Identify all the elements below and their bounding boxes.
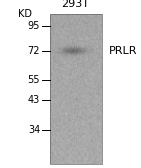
Text: PRLR: PRLR: [109, 46, 138, 56]
Bar: [50, 14, 102, 164]
Text: 55: 55: [28, 75, 40, 85]
Text: 293T: 293T: [61, 0, 89, 9]
Text: 72: 72: [28, 46, 40, 56]
Text: 34: 34: [28, 125, 40, 135]
Text: KD: KD: [18, 9, 32, 19]
Text: 43: 43: [28, 95, 40, 105]
Text: 95: 95: [28, 21, 40, 31]
